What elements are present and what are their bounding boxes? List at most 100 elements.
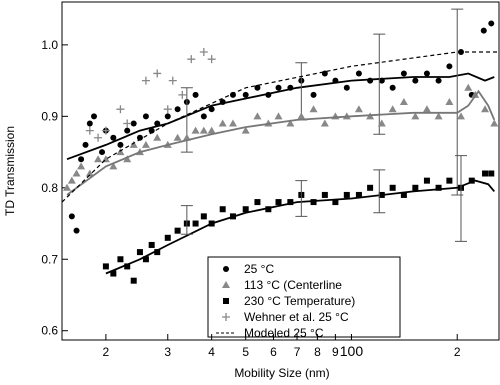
point [116, 148, 125, 156]
point [63, 183, 72, 191]
point [200, 213, 207, 220]
error-bar [180, 205, 193, 235]
point [321, 191, 328, 198]
point [241, 126, 250, 134]
point [164, 113, 171, 120]
point [124, 127, 131, 134]
point [480, 27, 487, 34]
legend-label: 230 °C Temperature) [244, 294, 355, 308]
plot-frame [61, 1, 500, 341]
point [208, 106, 215, 113]
x-tick-label: 100 [340, 343, 364, 359]
legend-label: Wehner et al. 25 °C [244, 310, 349, 324]
point [109, 162, 118, 170]
point [389, 184, 396, 191]
point [192, 91, 199, 98]
x-axis-label: Mobility Size (nm) [234, 366, 329, 380]
legend-marker [222, 281, 230, 288]
point [218, 119, 227, 127]
point [86, 120, 93, 127]
legend-label: Modeled 25 °C [244, 326, 324, 340]
point [445, 98, 454, 106]
point [274, 112, 283, 120]
error-bar [454, 155, 467, 242]
point [490, 119, 499, 127]
x-tick-label: 3 [164, 345, 171, 359]
point [199, 126, 208, 134]
y-tick-label: 0.6 [41, 324, 58, 338]
error-bar [180, 87, 193, 153]
point [343, 84, 350, 91]
fit-line [105, 179, 495, 275]
legend-marker [223, 266, 229, 272]
point [73, 227, 80, 234]
point [99, 149, 106, 156]
model-line [61, 51, 499, 203]
point [488, 20, 495, 27]
point [423, 70, 430, 77]
point [464, 83, 473, 91]
point [275, 84, 282, 91]
y-tick-label: 0.7 [41, 252, 58, 266]
point [377, 119, 386, 127]
point [434, 112, 443, 120]
x-tick-label: 4 [208, 345, 215, 359]
point [468, 177, 475, 184]
point [173, 133, 182, 141]
point [130, 120, 137, 127]
point [154, 249, 161, 256]
x-tick-label: 2 [103, 345, 110, 359]
point [94, 155, 103, 163]
error-bar [373, 33, 386, 135]
point [123, 155, 132, 163]
point [163, 105, 172, 114]
error-bar [373, 169, 386, 214]
legend-marker [223, 298, 229, 304]
point [136, 134, 143, 141]
legend-label: 25 °C [244, 262, 274, 276]
point [77, 162, 86, 170]
fit-line [66, 72, 495, 161]
point [117, 141, 124, 148]
point [153, 133, 162, 141]
x-tick-label: 9 [332, 345, 339, 359]
point [446, 177, 453, 184]
point [101, 126, 110, 135]
point [174, 227, 181, 234]
point [400, 70, 407, 77]
point [130, 277, 137, 284]
point [411, 112, 420, 120]
point [78, 156, 85, 163]
x-tick-label: 2 [454, 345, 461, 359]
point [389, 84, 396, 91]
point [343, 191, 350, 198]
point [399, 98, 408, 106]
x-tick-label: 6 [270, 345, 277, 359]
point [192, 220, 199, 227]
point [265, 206, 272, 213]
point [207, 55, 216, 64]
point [242, 206, 249, 213]
point [102, 263, 109, 270]
point [142, 256, 149, 263]
point [412, 184, 419, 191]
point [422, 105, 431, 113]
error-bar [295, 62, 308, 121]
point [297, 112, 306, 120]
point [148, 241, 155, 248]
point [110, 134, 117, 141]
point [123, 119, 132, 128]
y-tick-label: 0.9 [41, 109, 58, 123]
point [446, 63, 453, 70]
point [354, 105, 363, 113]
point [153, 69, 162, 78]
point [219, 206, 226, 213]
point [164, 234, 171, 241]
x-tick-label: 7 [294, 345, 301, 359]
point [141, 140, 150, 148]
point [72, 169, 81, 177]
point [400, 191, 407, 198]
point [286, 119, 295, 127]
point [136, 249, 143, 256]
point [275, 199, 282, 206]
